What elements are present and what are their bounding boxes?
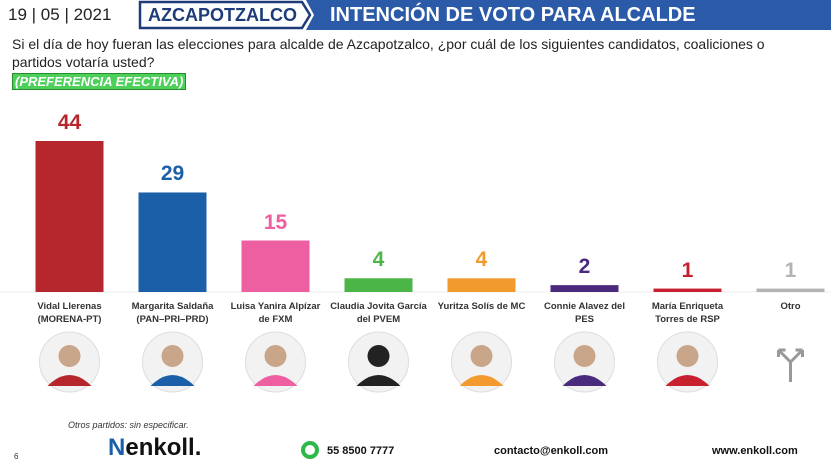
category-label: Margarita Saldaña (PAN–PRI–PRD) bbox=[131, 301, 214, 325]
photo-body bbox=[562, 375, 607, 386]
bar bbox=[756, 288, 825, 292]
value-label: 44 bbox=[57, 111, 82, 134]
photo-body bbox=[459, 375, 504, 386]
category-label: Connie Alavez del PES bbox=[544, 301, 625, 325]
photo-head bbox=[58, 345, 81, 367]
date-year: 2021 bbox=[73, 5, 112, 24]
photo-head bbox=[676, 345, 699, 367]
subtitle: (PREFERENCIA EFECTIVA) bbox=[12, 73, 187, 90]
category-label: María Enriqueta Torres de RSP bbox=[651, 301, 724, 325]
annotation: Otros partidos: sin especificar. bbox=[68, 420, 189, 430]
other-icon bbox=[777, 348, 804, 382]
photo-head bbox=[573, 345, 596, 367]
banner-bg bbox=[306, 0, 831, 30]
place: AZCAPOTZALCO bbox=[148, 5, 297, 25]
photo-head bbox=[367, 345, 390, 367]
phone-icon bbox=[301, 441, 319, 459]
photo-body bbox=[356, 375, 401, 386]
photo-body bbox=[150, 375, 195, 386]
photo-body bbox=[47, 375, 92, 386]
place-box bbox=[138, 0, 312, 30]
bar bbox=[138, 192, 207, 292]
bar bbox=[344, 278, 413, 292]
photo-head bbox=[161, 345, 184, 367]
bar bbox=[550, 285, 619, 292]
category-label: Claudia Jovita García del PVEM bbox=[330, 301, 427, 325]
photo-body bbox=[253, 375, 298, 386]
date: 19 | 05 | 2021 bbox=[8, 5, 112, 24]
bar bbox=[35, 141, 104, 292]
website: www.enkoll.com bbox=[712, 445, 798, 457]
page-number: 6 bbox=[14, 452, 19, 461]
bar bbox=[447, 278, 516, 292]
value-label: 4 bbox=[372, 248, 385, 272]
phone: 55 8500 7777 bbox=[327, 445, 395, 457]
banner: INTENCIÓN DE VOTO PARA ALCALDE bbox=[330, 4, 696, 26]
bar bbox=[653, 288, 722, 292]
category-label: Vidal Llerenas (MORENA-PT) bbox=[37, 301, 102, 325]
value-label: 15 bbox=[263, 210, 288, 234]
value-label: 1 bbox=[784, 258, 797, 282]
bar bbox=[241, 240, 310, 292]
value-label: 4 bbox=[475, 248, 488, 272]
brand-text: enkoll. bbox=[125, 434, 202, 461]
value-label: 2 bbox=[578, 255, 591, 279]
date-day: 19 bbox=[8, 5, 27, 24]
date-month: 05 bbox=[40, 5, 60, 24]
category-label: Luisa Yanira Alpízar de FXM bbox=[230, 301, 321, 325]
category-label: Otro bbox=[780, 301, 801, 312]
question: Si el día de hoy fueran las elecciones p… bbox=[12, 36, 765, 70]
category-label: Yuritza Solís de MC bbox=[437, 301, 526, 312]
brand: Nenkoll. bbox=[108, 434, 202, 461]
photo-head bbox=[264, 345, 287, 367]
photo-body bbox=[665, 375, 710, 386]
email: contacto@enkoll.com bbox=[494, 445, 609, 457]
photo-head bbox=[470, 345, 493, 367]
value-label: 1 bbox=[681, 258, 694, 282]
value-label: 29 bbox=[160, 162, 185, 186]
photos bbox=[39, 331, 804, 393]
